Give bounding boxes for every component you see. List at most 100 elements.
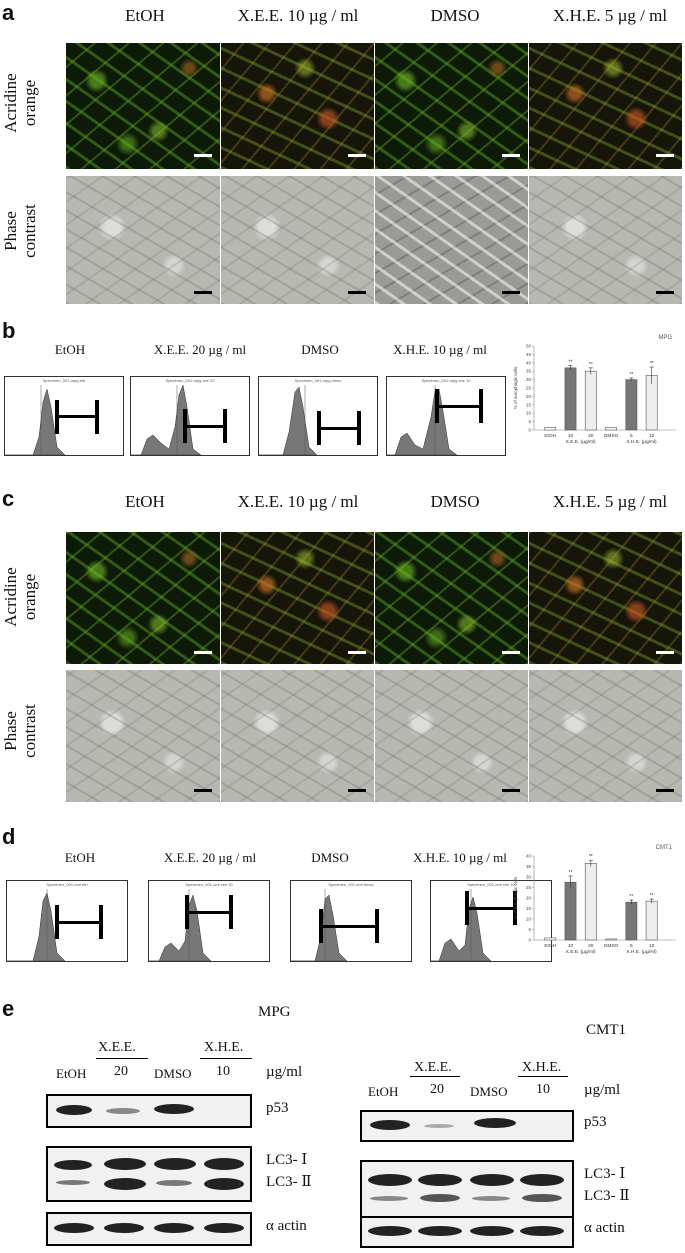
y-tick-label: 10 (526, 917, 532, 922)
bar (544, 937, 557, 941)
significance-mark: ** (650, 361, 654, 367)
panel-c-header-2: X.E.E. 10 µg / ml (237, 492, 359, 511)
bar (625, 379, 638, 431)
cmt-group-xee: X.E.E. (414, 1060, 452, 1075)
x-tick-label: 10 (649, 433, 655, 439)
panel-b-header-1: EtOH (54, 342, 86, 357)
image-c-ao-dmso (375, 532, 528, 664)
significance-mark: ** (569, 359, 573, 365)
y-tick-label: 35 (526, 369, 532, 374)
cmt-unit: µg/ml (584, 1082, 621, 1098)
chart-title: MPG (658, 335, 672, 341)
row-label-line: contrast (20, 204, 39, 258)
bar-chart-cmt1: CMT1 0 5 10 15 20 25 30 35 40 % of autophagic cell… (513, 845, 676, 955)
image-a-pc-xee (221, 176, 374, 304)
bar (564, 881, 577, 941)
mpg-group-xee: X.E.E. (98, 1040, 136, 1055)
row-label-line: orange (20, 573, 39, 621)
panel-d-header-2: X.E.E. 20 µg / ml (163, 850, 257, 865)
bar (605, 938, 617, 941)
bar-chart-mpg: MPG 0 5 10 15 20 25 30 35 40 45 50 % of autophagic c… (513, 335, 676, 445)
flow-title: Specimen_001-cmt eth (46, 882, 88, 887)
image-a-pc-dmso (375, 176, 528, 304)
image-c-pc-xhe (529, 670, 682, 802)
image-c-ao-xhe (529, 532, 682, 664)
bar (645, 900, 658, 941)
significance-mark: ** (629, 372, 633, 378)
mpg-lane-3: DMSO (154, 1066, 192, 1081)
flow-histogram-d-xhe: Specimen_001-cmt xhe 10 (430, 880, 552, 962)
bar (564, 367, 577, 431)
flow-histogram-d-etoh: Specimen_001-cmt eth (6, 880, 128, 962)
y-tick-label: 40 (526, 360, 532, 365)
panel-c-header-3: DMSO (430, 492, 480, 511)
significance-mark: ** (589, 854, 593, 860)
panel-a-header-1: EtOH (125, 6, 165, 25)
cmt-lane-4: 10 (536, 1082, 550, 1097)
cmt-lane-2: 20 (430, 1082, 444, 1097)
bar (625, 901, 638, 941)
mpg-label-lc3-2: LC3- Ⅱ (266, 1174, 312, 1190)
row-label-line: contrast (20, 704, 39, 758)
image-a-ao-xhe (529, 43, 682, 169)
mpg-label-p53: p53 (266, 1100, 289, 1116)
x-tick-label: 20 (588, 433, 594, 439)
panel-a-row-label-ao: Acridine orange (1, 43, 39, 163)
mpg-title: MPG (258, 1004, 291, 1020)
y-tick-label: 30 (526, 377, 532, 382)
image-a-ao-etoh (66, 43, 220, 169)
row-label-line: Phase (1, 711, 20, 751)
cmt-group-xhe: X.H.E. (522, 1060, 562, 1075)
x-tick-label: 5 (630, 943, 633, 949)
group-label: X.H.E. (µg/ml) (626, 439, 657, 445)
mpg-lane-2: 20 (114, 1064, 128, 1079)
row-label-line: Phase (1, 211, 20, 251)
image-a-ao-dmso (375, 43, 528, 169)
significance-mark: ** (569, 870, 573, 876)
row-label-line: Acridine (1, 567, 20, 627)
image-c-pc-xee (221, 670, 374, 802)
mpg-blot-actin (46, 1212, 252, 1246)
cmt-title: CMT1 (586, 1022, 627, 1038)
cmt-label-actin: α actin (584, 1220, 625, 1236)
panel-c-row-label-ao: Acridine orange (1, 537, 39, 657)
panel-d-header-1: EtOH (64, 850, 96, 865)
bar (544, 427, 557, 431)
y-tick-label: 25 (526, 386, 532, 391)
y-tick-label: 5 (528, 419, 531, 424)
y-tick-label: 0 (528, 938, 531, 943)
y-tick-label: 20 (526, 896, 532, 901)
y-tick-label: 0 (528, 428, 531, 433)
group-label: X.E.E. (µg/ml) (566, 949, 596, 955)
panel-d-header-3: DMSO (311, 850, 349, 865)
row-label-line: orange (20, 79, 39, 127)
cmt-blot-p53 (360, 1110, 574, 1142)
panel-b-header-2: X.E.E. 20 µg / ml (153, 342, 247, 357)
image-c-ao-etoh (66, 532, 220, 664)
flow-histogram-d-xee: Specimen_001-cmt xee 20 (148, 880, 270, 962)
panel-a-header-3: DMSO (430, 6, 480, 25)
image-a-pc-etoh (66, 176, 220, 304)
x-tick-label: DMSO (604, 943, 619, 949)
mpg-blot-p53 (46, 1094, 252, 1128)
image-c-pc-dmso (375, 670, 528, 802)
y-tick-label: 15 (526, 906, 532, 911)
panel-c-header-1: EtOH (125, 492, 165, 511)
flow-histogram-b-etoh: Specimen_001-mpg eth (4, 376, 124, 456)
flow-histogram-b-dmso: Specimen_001-mpg dmso (258, 376, 378, 456)
flow-title: Specimen_001-mpg dmso (294, 378, 342, 383)
flow-title: Specimen_001-cmt dmso (328, 882, 374, 887)
mpg-blot-lc3 (46, 1146, 252, 1202)
cmt-label-lc3-2: LC3- Ⅱ (584, 1188, 630, 1204)
panel-e-label: e (2, 996, 15, 1021)
panel-d-label: d (2, 824, 16, 849)
group-label: X.H.E. (µg/ml) (626, 949, 657, 955)
mpg-label-actin: α actin (266, 1218, 307, 1234)
flow-title: Specimen_001-mpg xhe 10 (421, 378, 471, 383)
y-tick-label: 50 (526, 344, 532, 349)
flow-histogram-b-xhe: Specimen_001-mpg xhe 10 (386, 376, 506, 456)
panel-b-header-3: DMSO (301, 342, 339, 357)
cmt-blot-actin (360, 1216, 574, 1248)
image-a-ao-xee (221, 43, 374, 169)
cmt-lane-1: EtOH (368, 1084, 399, 1099)
